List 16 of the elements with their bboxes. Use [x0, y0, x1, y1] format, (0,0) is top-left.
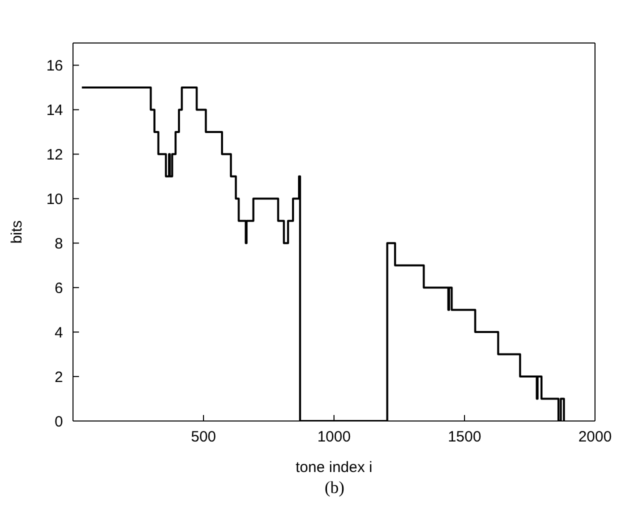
- x-tick-label: 1000: [317, 428, 351, 446]
- y-tick-label: 4: [54, 324, 63, 342]
- y-tick-label: 2: [54, 368, 63, 386]
- y-tick-label: 8: [54, 235, 63, 252]
- x-tick-label: 500: [190, 428, 216, 446]
- y-axis-title: bits: [8, 220, 26, 244]
- y-tick-label: 14: [46, 102, 63, 120]
- y-tick-label: 10: [46, 190, 63, 208]
- y-tick-label: 16: [46, 58, 63, 75]
- y-tick-label: 0: [54, 413, 63, 430]
- text: (b): [324, 478, 346, 498]
- y-tick-label: 12: [46, 146, 63, 164]
- x-tick-label: 1500: [448, 428, 482, 446]
- x-axis-title: tone index i: [296, 459, 372, 476]
- y-tick-label: 6: [54, 280, 63, 297]
- x-tick-label: 2000: [578, 428, 612, 446]
